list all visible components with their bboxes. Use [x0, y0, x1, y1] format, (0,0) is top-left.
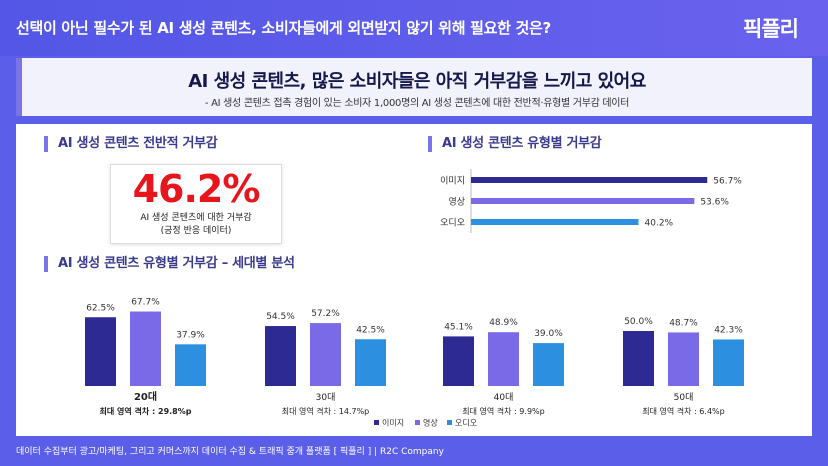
generation-category-label: 20대: [134, 390, 157, 403]
generation-bar: [355, 339, 386, 386]
top-header: 선택이 아닌 필수가 된 AI 생성 콘텐츠, 소비자들에게 외면받지 않기 위…: [0, 0, 828, 56]
generation-value-label: 45.1%: [444, 322, 473, 332]
type-category-label: 오디오: [440, 218, 465, 229]
overall-stat-value: 46.2%: [132, 167, 261, 211]
type-category-label: 이미지: [440, 176, 465, 187]
generation-value-label: 48.7%: [669, 318, 698, 328]
generation-value-label: 54.5%: [266, 312, 295, 322]
generation-bar: [85, 317, 116, 386]
overall-stat-label: AI 생성 콘텐츠에 대한 거부감 (긍정 반응 데이터): [111, 212, 281, 238]
legend-swatch: [447, 420, 452, 425]
generation-bar: [533, 343, 564, 386]
generation-value-label: 67.7%: [131, 298, 160, 308]
generation-bar: [130, 311, 161, 386]
banner-title: AI 생성 콘텐츠, 많은 소비자들은 아직 거부감을 느끼고 있어요: [188, 71, 646, 92]
type-bar: [471, 219, 639, 225]
overall-stat-label-line2: (긍정 반응 데이터): [160, 226, 232, 236]
overall-section-title: AI 생성 콘텐츠 전반적 거부감: [44, 136, 218, 152]
generation-value-label: 37.9%: [176, 330, 205, 340]
generation-gap-label: 최대 영역 격차 : 6.4%p: [642, 406, 724, 416]
headline-banner: AI 생성 콘텐츠, 많은 소비자들은 아직 거부감을 느끼고 있어요 - AI…: [16, 58, 812, 116]
legend-swatch: [374, 420, 379, 425]
generation-category-label: 40대: [494, 392, 514, 403]
generation-gap-label: 최대 영역 격차 : 29.8%p: [100, 406, 192, 416]
generation-bar: [668, 332, 699, 386]
generation-value-label: 39.0%: [534, 329, 563, 339]
generation-bar: [175, 344, 206, 386]
generation-value-label: 50.0%: [624, 317, 653, 327]
type-bar: [471, 198, 695, 204]
generation-gap-label: 최대 영역 격차 : 9.9%p: [462, 406, 544, 416]
content-panel: AI 생성 콘텐츠 전반적 거부감 AI 생성 콘텐츠 유형별 거부감 AI 생…: [16, 124, 812, 436]
legend-label: 오디오: [455, 419, 477, 428]
type-section-title: AI 생성 콘텐츠 유형별 거부감: [428, 136, 602, 152]
generation-bar: [265, 326, 296, 386]
generation-bar: [488, 332, 519, 386]
overall-stat-card: 46.2% AI 생성 콘텐츠에 대한 거부감 (긍정 반응 데이터): [110, 164, 282, 244]
generation-bar: [623, 331, 654, 386]
type-value-label: 53.6%: [700, 198, 729, 208]
generation-value-label: 57.2%: [311, 309, 340, 319]
generation-bar: [713, 339, 744, 386]
legend-label: 영상: [423, 418, 438, 428]
generation-value-label: 62.5%: [86, 303, 115, 313]
footer-text: 데이터 수집부터 광고/마케팅, 그리고 커머스까지 데이터 수집 & 트래픽 …: [16, 447, 444, 457]
generation-value-label: 42.5%: [356, 325, 385, 335]
generation-category-label: 30대: [316, 392, 336, 403]
generation-bar: [310, 323, 341, 386]
generation-category-label: 50대: [674, 392, 694, 403]
type-bar: [471, 177, 708, 183]
overall-stat-label-line1: AI 생성 콘텐츠에 대한 거부감: [140, 213, 252, 223]
legend-swatch: [415, 420, 420, 425]
legend-label: 이미지: [382, 418, 404, 428]
generation-section-title: AI 생성 콘텐츠 유형별 거부감 – 세대별 분석: [44, 256, 295, 272]
page-title: 선택이 아닌 필수가 된 AI 생성 콘텐츠, 소비자들에게 외면받지 않기 위…: [16, 19, 551, 37]
generation-gap-label: 최대 영역 격차 : 14.7%p: [282, 406, 370, 416]
type-value-label: 40.2%: [645, 219, 674, 229]
type-value-label: 56.7%: [713, 177, 742, 187]
generation-value-label: 42.3%: [714, 325, 743, 335]
generation-bar: [443, 336, 474, 386]
type-category-label: 영상: [448, 197, 465, 208]
brand-logo[interactable]: 픽플리: [743, 17, 799, 41]
generation-value-label: 48.9%: [489, 318, 518, 328]
banner-subtitle: - AI 생성 콘텐츠 접촉 경험이 있는 소비자 1,000명의 AI 생성 …: [204, 98, 630, 109]
